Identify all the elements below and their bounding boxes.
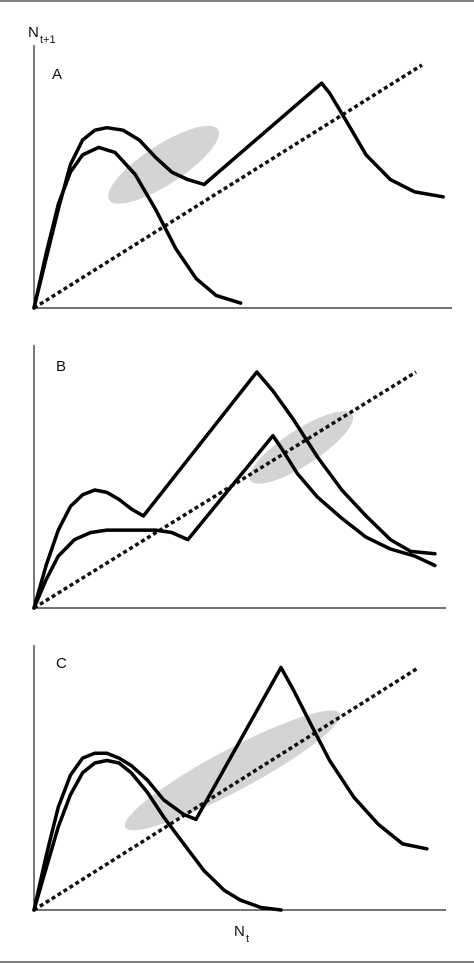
panel-label: B xyxy=(56,358,66,375)
series-line-2 xyxy=(32,665,429,912)
series-line-1 xyxy=(32,758,283,912)
panel-label: A xyxy=(52,66,62,83)
y-axis-title-main: N xyxy=(28,24,39,41)
replacement-line xyxy=(33,63,423,310)
x-axis-title-subscript: t xyxy=(246,933,249,945)
panel-c: C xyxy=(32,645,446,912)
series-line-1 xyxy=(32,370,437,610)
replacement-line xyxy=(33,666,419,912)
y-axis-title: N t+1 xyxy=(28,24,56,46)
panel-label: C xyxy=(56,655,67,672)
panel-a: A xyxy=(32,45,452,310)
equilibrium-highlight xyxy=(249,411,354,484)
y-axis-title-subscript: t+1 xyxy=(40,34,56,46)
x-axis-title: N t xyxy=(234,923,249,945)
replacement-line xyxy=(33,370,417,610)
series-line-2 xyxy=(32,81,445,310)
series-line-2 xyxy=(32,433,437,610)
equilibrium-highlight xyxy=(124,710,341,831)
panel-b: B xyxy=(32,345,446,610)
x-axis-title-main: N xyxy=(234,923,245,940)
